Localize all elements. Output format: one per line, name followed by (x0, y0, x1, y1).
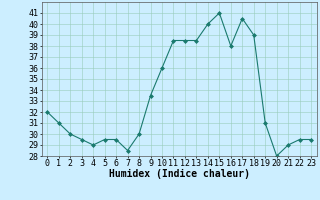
X-axis label: Humidex (Indice chaleur): Humidex (Indice chaleur) (109, 169, 250, 179)
